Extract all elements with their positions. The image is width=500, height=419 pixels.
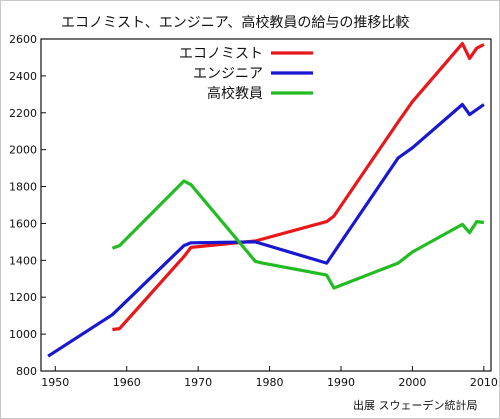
- y-tick-label: 2200: [9, 107, 37, 120]
- x-tick-label: 1970: [184, 376, 212, 389]
- x-tick-label: 1950: [41, 376, 69, 389]
- y-tick-label: 1200: [9, 291, 37, 304]
- y-tick-label: 2400: [9, 70, 37, 83]
- y-tick-label: 1600: [9, 217, 37, 230]
- x-tick-label: 1990: [327, 376, 355, 389]
- chart-title: エコノミスト、エンジニア、高校教員の給与の推移比較: [61, 14, 409, 31]
- legend-label-1: エコノミスト: [179, 46, 263, 62]
- x-tick-label: 2000: [398, 376, 426, 389]
- series-line-3: [111, 179, 485, 290]
- legend-label-2: エンジニア: [193, 66, 263, 82]
- series-line-2: [47, 102, 485, 358]
- plot-area-border: [40, 38, 492, 372]
- x-tick-label: 1960: [113, 376, 141, 389]
- y-tick-label: 2000: [9, 144, 37, 157]
- y-tick-label: 2600: [9, 33, 37, 46]
- source-note: 出展 スウェーデン統計局: [353, 398, 478, 412]
- y-tick-label: 800: [16, 365, 37, 378]
- y-tick-label: 1000: [9, 328, 37, 341]
- x-tick-label: 1980: [256, 376, 284, 389]
- y-tick-label: 1800: [9, 181, 37, 194]
- legend-label-3: 高校教員: [207, 85, 263, 102]
- y-tick-label: 1400: [9, 254, 37, 267]
- series-line-1: [112, 42, 485, 332]
- x-tick-label: 2010: [470, 376, 498, 389]
